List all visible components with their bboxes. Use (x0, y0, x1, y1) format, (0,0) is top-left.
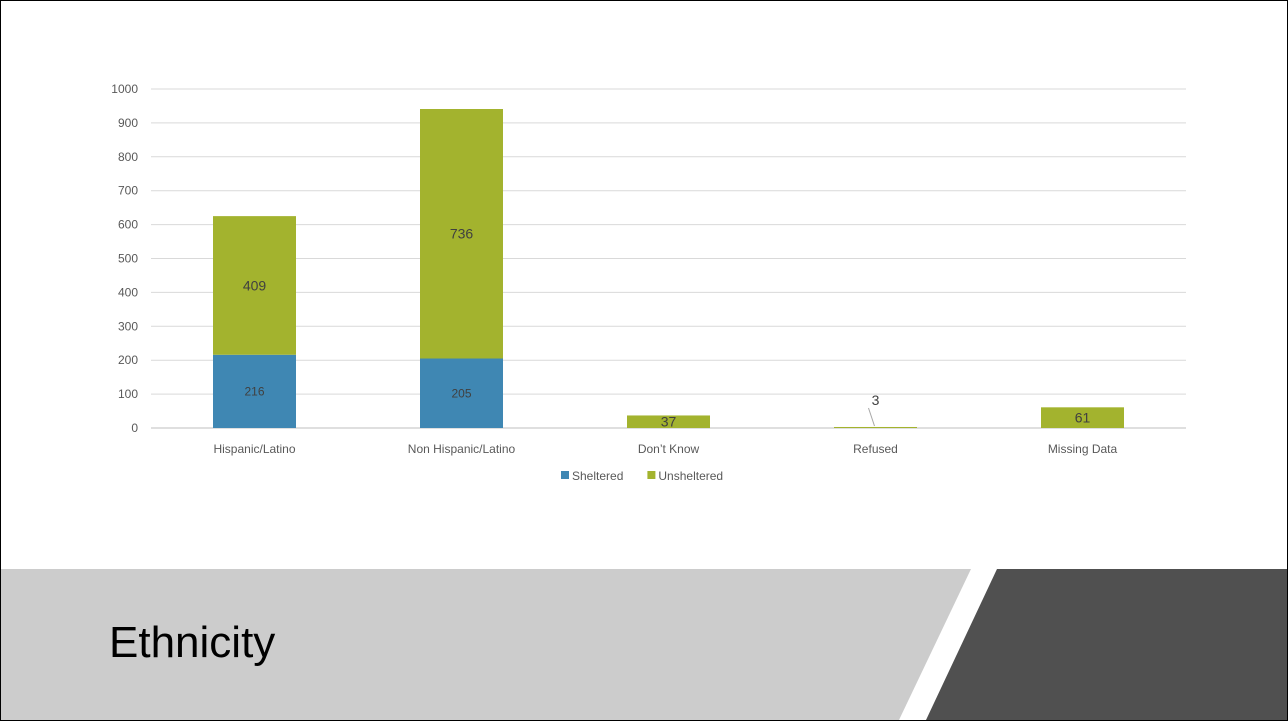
y-tick-label: 500 (118, 252, 138, 266)
bar-unsheltered (1041, 407, 1124, 428)
bar-sheltered (420, 358, 503, 428)
y-tick-label: 300 (118, 319, 138, 333)
leader-line (868, 407, 875, 427)
bar-unsheltered (213, 216, 296, 355)
footer-light-panel (1, 569, 971, 720)
x-category-label: Hispanic/Latino (213, 442, 295, 456)
legend-swatch-sheltered (561, 471, 569, 479)
x-category-label: Missing Data (1048, 442, 1118, 456)
data-label: 3 (872, 392, 880, 408)
bar-sheltered (213, 354, 296, 428)
slide-title: Ethnicity (109, 618, 276, 667)
x-category-label: Don’t Know (638, 442, 700, 456)
legend-swatch-unsheltered (647, 471, 656, 479)
legend-label: Unsheltered (658, 469, 723, 483)
footer-band: Ethnicity (1, 569, 1287, 720)
footer-dark-panel (926, 569, 1287, 720)
data-label: 37 (661, 414, 677, 430)
ethnicity-chart: 0 100 200 300 400 500 600 700 800 900 1000 216 205 40… (111, 82, 1186, 483)
y-tick-label: 400 (118, 285, 138, 299)
data-label: 736 (450, 226, 474, 242)
bar-unsheltered (834, 426, 917, 428)
y-tick-label: 0 (131, 421, 138, 435)
y-tick-label: 700 (118, 184, 138, 198)
x-category-label: Refused (853, 442, 898, 456)
y-tick-label: 800 (118, 150, 138, 164)
y-tick-label: 200 (118, 353, 138, 367)
data-label: 205 (451, 386, 471, 400)
bar-unsheltered (420, 109, 503, 359)
y-tick-label: 600 (118, 218, 138, 232)
y-tick-label: 100 (118, 387, 138, 401)
data-label: 61 (1075, 410, 1091, 426)
bar-unsheltered (627, 415, 710, 428)
data-label: 216 (244, 385, 264, 399)
data-label: 409 (243, 277, 267, 293)
y-tick-label: 900 (118, 116, 138, 130)
y-tick-label: 1000 (111, 82, 138, 96)
x-category-label: Non Hispanic/Latino (408, 442, 516, 456)
legend-label: Sheltered (572, 469, 623, 483)
